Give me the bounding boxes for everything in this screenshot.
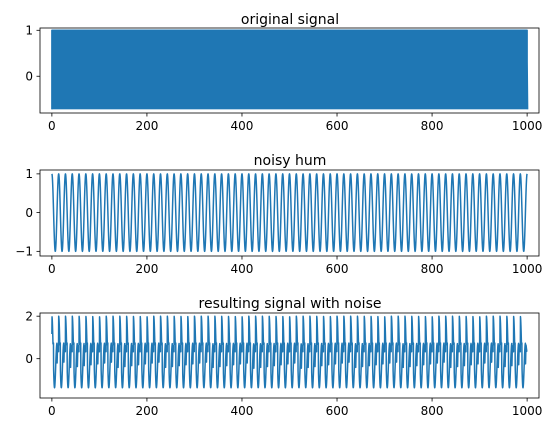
x-tick-label: 800 (421, 404, 444, 418)
x-axis-ticks: 0 200 400 600 800 1000 (48, 398, 542, 418)
x-axis-ticks: 0 200 400 600 800 1000 (48, 256, 542, 276)
y-tick-label: 2 (25, 309, 33, 323)
x-tick-label: 800 (421, 119, 444, 133)
signal-band (51, 30, 528, 110)
series-line (51, 29, 529, 110)
axes-frame (39, 27, 540, 114)
y-tick-label: 0 (25, 206, 33, 220)
x-tick-label: 400 (231, 404, 254, 418)
x-tick-label: 0 (48, 119, 56, 133)
plot-area (51, 173, 528, 253)
y-axis-ticks: 02 (25, 309, 40, 366)
y-tick-label: 1 (25, 24, 33, 38)
x-tick-label: 1000 (512, 119, 543, 133)
x-tick-label: 0 (48, 404, 56, 418)
y-tick-label: 0 (25, 70, 33, 84)
x-tick-label: 600 (326, 404, 349, 418)
y-axis-ticks: −1 0 1 (15, 167, 40, 259)
y-tick-label: 1 (25, 167, 33, 181)
x-tick-label: 200 (135, 404, 158, 418)
x-tick-label: 400 (231, 119, 254, 133)
series-line (51, 315, 528, 389)
plot-area (51, 315, 528, 389)
x-tick-label: 400 (231, 262, 254, 276)
x-tick-label: 1000 (512, 404, 543, 418)
x-tick-label: 200 (135, 119, 158, 133)
axes-frame (39, 312, 540, 399)
x-tick-label: 0 (48, 262, 56, 276)
x-tick-label: 200 (135, 262, 158, 276)
subplot-title: resulting signal with noise (199, 296, 382, 312)
y-tick-label: −1 (15, 245, 33, 259)
y-axis-ticks: 01 (25, 24, 40, 84)
x-tick-label: 600 (326, 119, 349, 133)
series-line (51, 173, 528, 253)
x-tick-label: 1000 (512, 262, 543, 276)
x-axis-ticks: 0 200 400 600 800 1000 (48, 113, 542, 133)
subplot-title: original signal (241, 12, 339, 28)
x-tick-label: 800 (421, 262, 444, 276)
subplot-noisy-hum: noisy hum 0 200 400 600 800 1000 −1 0 1 (15, 153, 542, 276)
subplot-resulting-signal: resulting signal with noise 0 200 400 600 80… (25, 296, 542, 418)
plot-area (51, 29, 529, 110)
subplot-original-signal: original signal 0 200 400 600 800 1000 01 (25, 12, 542, 133)
x-tick-label: 600 (326, 262, 349, 276)
y-tick-label: 0 (25, 352, 33, 366)
subplot-title: noisy hum (254, 153, 327, 169)
